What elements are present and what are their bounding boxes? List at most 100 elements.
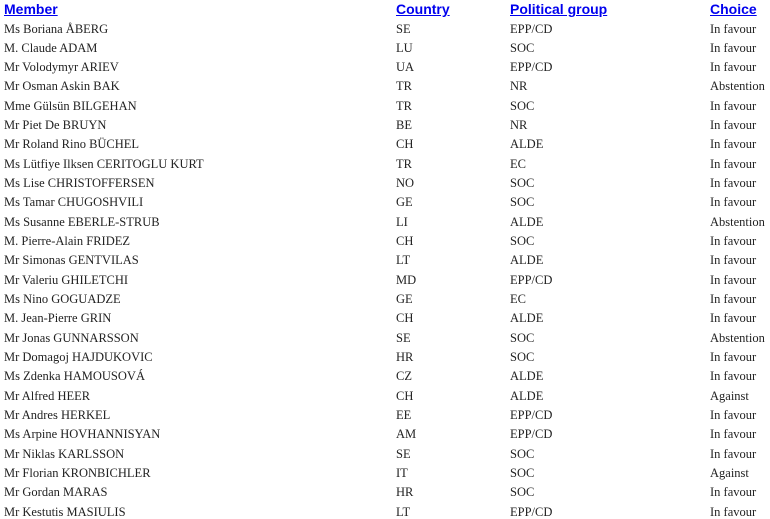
country-cell: BE bbox=[396, 118, 412, 133]
political-group-cell: EC bbox=[510, 291, 526, 306]
member-cell: Mr Gordan MARAS bbox=[4, 485, 108, 500]
political-group-cell: EPP/CD bbox=[510, 272, 553, 287]
member-cell: Mr Osman Askin BAK bbox=[4, 79, 120, 94]
political-group-cell: NR bbox=[510, 118, 528, 133]
member-cell: Mr Jonas GUNNARSSON bbox=[4, 330, 139, 345]
member-cell: Ms Arpine HOVHANNISYAN bbox=[4, 427, 161, 442]
country-cell: LT bbox=[396, 504, 411, 519]
member-cell: M. Claude ADAM bbox=[4, 40, 98, 55]
political-group-cell: EPP/CD bbox=[510, 21, 553, 36]
country-cell: GE bbox=[396, 195, 413, 210]
member-cell: Mr Valeriu GHILETCHI bbox=[4, 272, 129, 287]
choice-cell: Against bbox=[710, 465, 749, 480]
member-cell: Mr Kestutis MASIULIS bbox=[4, 504, 126, 519]
choice-cell: In favour bbox=[710, 40, 757, 55]
political-group-cell: SOC bbox=[510, 330, 535, 345]
choice-cell: In favour bbox=[710, 272, 757, 287]
choice-cell: In favour bbox=[710, 137, 757, 152]
choice-cell: In favour bbox=[710, 427, 757, 442]
member-cell: Mr Domagoj HAJDUKOVIC bbox=[4, 349, 153, 364]
political-group-cell: EC bbox=[510, 156, 526, 171]
political-group-cell: SOC bbox=[510, 485, 535, 500]
political-group-cell: SOC bbox=[510, 234, 535, 249]
political-group-cell: ALDE bbox=[510, 253, 544, 268]
choice-cell: In favour bbox=[710, 21, 757, 36]
member-cell: Ms Tamar CHUGOSHVILI bbox=[4, 195, 144, 210]
country-cell: CH bbox=[396, 137, 414, 152]
choice-cell: In favour bbox=[710, 253, 757, 268]
choice-cell: In favour bbox=[710, 291, 757, 306]
member-cell: Mme Gülsün BILGEHAN bbox=[4, 98, 137, 113]
country-cell: CH bbox=[396, 234, 414, 249]
member-cell: Mr Volodymyr ARIEV bbox=[4, 60, 119, 75]
choice-cell: In favour bbox=[710, 195, 757, 210]
country-cell: NO bbox=[396, 176, 415, 191]
choice-cell: In favour bbox=[710, 234, 757, 249]
political-group-cell: ALDE bbox=[510, 311, 544, 326]
country-cell: SE bbox=[396, 330, 411, 345]
country-cell: TR bbox=[396, 79, 412, 94]
choice-cell: In favour bbox=[710, 98, 757, 113]
member-cell: Ms Susanne EBERLE-STRUB bbox=[4, 214, 160, 229]
country-cell: LI bbox=[396, 214, 408, 229]
country-cell: CZ bbox=[396, 369, 412, 384]
country-cell: SE bbox=[396, 446, 411, 461]
member-cell: Mr Simonas GENTVILAS bbox=[4, 253, 139, 268]
choice-cell: In favour bbox=[710, 407, 757, 422]
choice-cell: In favour bbox=[710, 369, 757, 384]
political-group-cell: SOC bbox=[510, 465, 535, 480]
political-group-cell: EPP/CD bbox=[510, 504, 553, 519]
member-cell: Ms Lütfiye Ilksen CERITOGLU KURT bbox=[4, 156, 204, 171]
political-group-cell: ALDE bbox=[510, 137, 544, 152]
choice-cell: Against bbox=[710, 388, 749, 403]
choice-cell: In favour bbox=[710, 349, 757, 364]
country-cell: IT bbox=[396, 465, 408, 480]
member-cell: Mr Alfred HEER bbox=[4, 388, 91, 403]
member-cell: Mr Florian KRONBICHLER bbox=[4, 465, 151, 480]
choice-cell: Abstention bbox=[710, 330, 765, 345]
political-group-cell: EPP/CD bbox=[510, 427, 553, 442]
choice-cell: Abstention bbox=[710, 79, 765, 94]
country-cell: HR bbox=[396, 485, 414, 500]
country-cell: MD bbox=[396, 272, 417, 287]
country-header-link[interactable]: Country bbox=[396, 1, 450, 17]
choice-cell: In favour bbox=[710, 504, 757, 519]
member-cell: Ms Boriana ÅBERG bbox=[4, 21, 109, 36]
country-cell: AM bbox=[396, 427, 417, 442]
political-group-cell: SOC bbox=[510, 40, 535, 55]
country-cell: CH bbox=[396, 311, 414, 326]
member-cell: M. Pierre-Alain FRIDEZ bbox=[4, 234, 131, 249]
member-cell: Ms Lise CHRISTOFFERSEN bbox=[4, 176, 155, 191]
political-group-cell: ALDE bbox=[510, 369, 544, 384]
country-cell: TR bbox=[396, 98, 412, 113]
political-group-header-link[interactable]: Political group bbox=[510, 1, 608, 17]
political-group-cell: SOC bbox=[510, 195, 535, 210]
country-cell: LU bbox=[396, 40, 413, 55]
choice-cell: In favour bbox=[710, 446, 757, 461]
country-cell: EE bbox=[396, 407, 412, 422]
member-cell: Mr Andres HERKEL bbox=[4, 407, 111, 422]
political-group-cell: SOC bbox=[510, 98, 535, 113]
member-cell: Ms Zdenka HAMOUSOVÁ bbox=[4, 369, 145, 384]
choice-cell: In favour bbox=[710, 60, 757, 75]
political-group-cell: SOC bbox=[510, 176, 535, 191]
political-group-cell: NR bbox=[510, 79, 528, 94]
member-header-link[interactable]: Member bbox=[4, 1, 58, 17]
political-group-cell: ALDE bbox=[510, 388, 544, 403]
political-group-cell: SOC bbox=[510, 446, 535, 461]
choice-cell: Abstention bbox=[710, 214, 765, 229]
choice-header-link[interactable]: Choice bbox=[710, 1, 757, 17]
political-group-cell: EPP/CD bbox=[510, 60, 553, 75]
country-cell: HR bbox=[396, 349, 414, 364]
country-cell: LT bbox=[396, 253, 411, 268]
choice-cell: In favour bbox=[710, 176, 757, 191]
country-cell: UA bbox=[396, 60, 415, 75]
country-cell: SE bbox=[396, 21, 411, 36]
country-cell: CH bbox=[396, 388, 414, 403]
political-group-cell: ALDE bbox=[510, 214, 544, 229]
member-cell: Mr Roland Rino BÜCHEL bbox=[4, 137, 140, 152]
choice-cell: In favour bbox=[710, 118, 757, 133]
member-cell: M. Jean-Pierre GRIN bbox=[4, 311, 112, 326]
member-cell: Ms Nino GOGUADZE bbox=[4, 291, 121, 306]
